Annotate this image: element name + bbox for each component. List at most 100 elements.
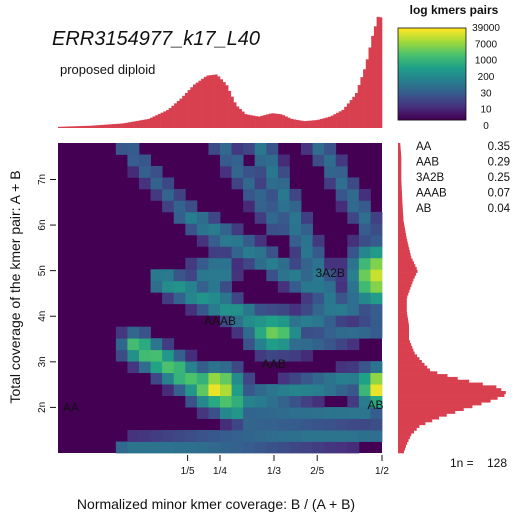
heatmap-cell — [162, 280, 175, 293]
top-histogram-bar — [252, 115, 256, 128]
heatmap-cell — [208, 372, 221, 385]
heatmap-cell — [358, 384, 371, 396]
top-histogram-bar — [247, 114, 250, 128]
top-histogram-bar — [217, 76, 221, 128]
legend-color-step — [398, 118, 466, 121]
right-histogram-bar — [398, 154, 402, 158]
legend-color-step — [398, 44, 466, 47]
heatmap-cell — [289, 234, 302, 247]
heatmap-cell — [196, 361, 209, 374]
right-histogram-bar — [398, 306, 407, 310]
top-histogram-bar — [355, 93, 358, 128]
heatmap-cell — [127, 430, 140, 442]
top-histogram-bar — [152, 116, 156, 128]
legend-color-step — [398, 88, 466, 91]
top-histogram-bar — [60, 126, 64, 128]
heatmap-cell — [127, 154, 140, 167]
heatmap-cell — [243, 200, 256, 213]
legend-color-step — [398, 82, 466, 85]
right-histogram-bar — [398, 334, 409, 338]
right-histogram-bar — [398, 430, 414, 434]
heatmap-cell — [266, 303, 279, 316]
legend-color-step — [398, 42, 466, 45]
right-histogram-bar — [398, 292, 409, 296]
heatmap-cell — [150, 361, 163, 374]
right-histogram-bar — [398, 407, 464, 412]
heatmap-cell — [231, 154, 244, 167]
right-histogram-bar — [398, 162, 402, 166]
heatmap-cell — [370, 395, 383, 408]
heatmap-cell — [301, 372, 313, 385]
heatmap-cell — [243, 246, 256, 259]
legend-title: log kmers pairs — [410, 3, 499, 17]
heatmap-cell — [139, 165, 151, 178]
heatmap-cell — [254, 338, 267, 351]
heatmap — [58, 143, 383, 454]
top-histogram-bar — [171, 105, 175, 128]
top-histogram-bar — [122, 123, 126, 128]
heatmap-cell — [312, 326, 325, 339]
heatmap-cell — [277, 441, 290, 454]
heatmap-cell — [347, 303, 360, 316]
heatmap-cell — [289, 418, 302, 431]
heatmap-cell — [277, 384, 290, 396]
right-histogram-bar — [398, 309, 407, 313]
heatmap-cell — [139, 338, 151, 351]
right-histogram-bar — [398, 433, 412, 437]
color-legend: log kmers pairs 39000 7000 1000 200 30 10 0 — [397, 3, 500, 132]
heatmap-cell — [277, 165, 290, 178]
heatmap-cell — [301, 430, 313, 442]
heatmap-cell — [150, 188, 163, 201]
heatmap-cell — [370, 246, 383, 259]
heatmap-cell — [289, 223, 302, 236]
heatmap-cell — [358, 200, 371, 213]
heatmap-cell — [208, 384, 221, 396]
top-histogram-bar — [168, 108, 172, 128]
legend-color-step — [398, 66, 466, 69]
right-histogram-bar — [398, 337, 409, 341]
top-histogram-bar — [106, 124, 110, 128]
legend-color-step — [398, 70, 466, 73]
heatmap-cell — [289, 384, 302, 396]
legend-color-step — [398, 54, 466, 57]
top-histogram-bar — [233, 102, 237, 128]
legend-color-step — [398, 100, 466, 103]
heatmap-cell — [277, 326, 290, 339]
top-histogram-bar — [268, 113, 272, 128]
heatmap-cell — [185, 430, 198, 442]
heatmap-cell — [324, 407, 337, 419]
right-histogram-bar — [398, 295, 408, 299]
heatmap-cell — [266, 177, 279, 190]
heatmap-cell — [301, 384, 313, 396]
heatmap-cell — [220, 280, 232, 293]
heatmap-cell — [220, 418, 232, 431]
top-histogram-bar — [379, 17, 383, 128]
right-histogram-bar — [398, 351, 415, 355]
heatmap-cell — [301, 257, 313, 270]
heatmap-cell — [150, 441, 163, 454]
heatmap-cell — [196, 303, 209, 316]
right-histogram-bar — [398, 176, 402, 180]
heatmap-cell — [185, 395, 198, 408]
right-histogram-bar — [398, 368, 430, 372]
legend-color-step — [398, 90, 466, 93]
heatmap-cell — [254, 395, 267, 408]
heatmap-cell — [185, 257, 198, 270]
top-histogram-bar — [139, 120, 142, 128]
top-histogram-bar — [303, 121, 307, 128]
top-histogram-bar — [284, 116, 288, 128]
right-histogram-bar — [398, 388, 502, 392]
heatmap-cell — [289, 269, 302, 282]
chart-subtitle: proposed diploid — [60, 62, 155, 77]
heatmap-cell — [266, 200, 279, 213]
y-tick-label: 4n — [37, 311, 48, 322]
heatmap-cell — [220, 269, 232, 282]
y-tick-label: 2n — [37, 402, 48, 413]
heatmap-cell — [277, 349, 290, 362]
heatmap-cell — [347, 280, 360, 293]
right-histogram-bar — [398, 289, 410, 293]
legend-color-step — [398, 74, 466, 77]
right-histogram-bar — [398, 199, 403, 203]
heatmap-cell — [370, 269, 383, 282]
right-histogram-bar — [398, 340, 411, 344]
